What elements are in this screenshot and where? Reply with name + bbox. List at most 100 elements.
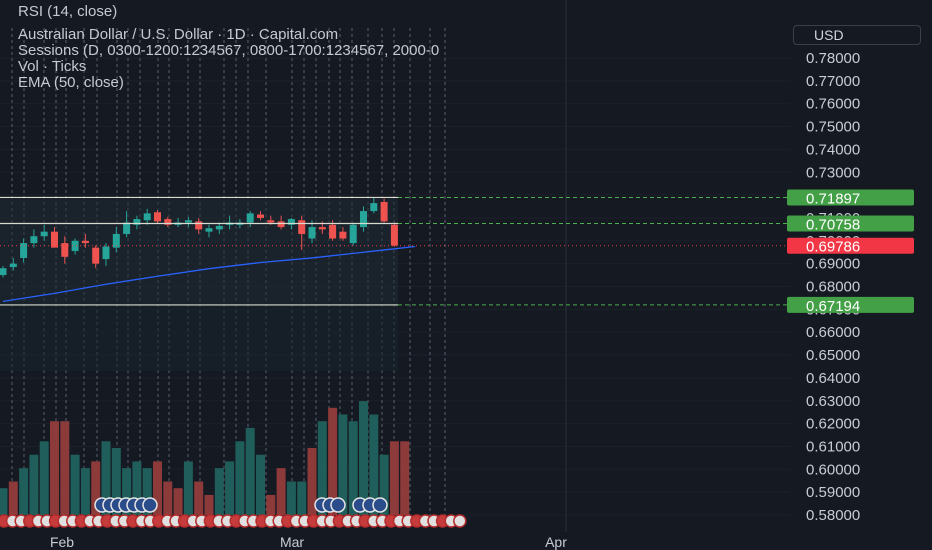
candle-body <box>349 224 357 244</box>
candle <box>370 197 378 214</box>
volume-bar <box>183 461 193 515</box>
candle <box>40 224 48 241</box>
y-tick-label: 0.63000 <box>806 393 860 410</box>
candle-body <box>267 220 275 223</box>
volume-bar <box>111 448 121 515</box>
volume-bar <box>297 481 307 515</box>
volume-bar <box>276 468 286 515</box>
flag-circle <box>142 497 158 513</box>
candle-body <box>360 211 367 228</box>
candle <box>164 216 172 228</box>
volume-bar <box>348 421 358 515</box>
candle <box>133 215 141 230</box>
price-tag-bg <box>787 215 914 232</box>
flag-circle <box>453 514 467 528</box>
y-tick-label: 0.58000 <box>806 507 860 524</box>
y-tick-label: 0.66000 <box>806 324 860 341</box>
candle <box>112 227 120 253</box>
candle <box>195 217 203 234</box>
y-tick-label: 0.64000 <box>806 370 860 387</box>
volume-indicator-label[interactable]: Vol · Ticks <box>18 58 87 75</box>
price-tag-bg <box>787 189 914 206</box>
candle-body <box>164 219 172 225</box>
rsi-indicator-label[interactable]: RSI (14, close) <box>18 3 118 20</box>
flag-circle <box>372 497 388 513</box>
price-tag-label: 0.69786 <box>806 239 860 256</box>
candle-body <box>102 246 110 260</box>
volume-bar <box>132 461 142 515</box>
volume-bar <box>70 454 80 515</box>
volume-bar <box>173 488 183 515</box>
volume-bar <box>235 441 245 515</box>
volume-bar <box>163 481 173 515</box>
volume-bar <box>153 461 162 515</box>
volume-bar <box>8 481 18 515</box>
volume-bar <box>317 421 327 515</box>
volume-bar <box>19 468 29 515</box>
candle-body <box>370 203 378 212</box>
candle <box>339 227 347 241</box>
candle <box>277 215 285 230</box>
candle <box>102 243 110 266</box>
y-tick-label: 0.78000 <box>806 50 860 67</box>
candle <box>246 211 254 228</box>
candle-body <box>0 268 7 276</box>
candle-body <box>390 224 398 246</box>
volume-bar <box>122 468 132 515</box>
flag-circle <box>330 497 346 513</box>
symbol-title[interactable]: Australian Dollar / U.S. Dollar · 1D · C… <box>18 26 339 43</box>
candle-body <box>20 243 28 258</box>
y-tick-label: 0.77000 <box>806 73 860 90</box>
candle <box>215 222 223 234</box>
candle-body <box>257 214 264 218</box>
candle <box>257 211 264 221</box>
volume-bars <box>0 401 410 515</box>
price-tag: 0.71897 <box>787 189 914 207</box>
sessions-indicator-label[interactable]: Sessions (D, 0300-1200:1234567, 0800-170… <box>18 42 440 59</box>
volume-bar <box>389 441 399 515</box>
x-tick-label: Mar <box>280 534 304 550</box>
volume-bar <box>379 454 389 515</box>
candle-body <box>339 231 347 239</box>
candle-body <box>123 222 131 234</box>
volume-bar <box>307 448 317 515</box>
price-tag-bg <box>787 296 914 313</box>
volume-bar <box>142 468 152 515</box>
candle-body <box>329 224 337 239</box>
volume-bar <box>400 441 410 515</box>
candle-body <box>61 243 69 257</box>
candle <box>61 236 69 264</box>
candle <box>123 211 131 238</box>
volume-bar <box>245 427 255 515</box>
x-tick-label: Feb <box>50 534 74 550</box>
candle <box>9 257 17 271</box>
y-tick-label: 0.62000 <box>806 416 860 433</box>
volume-bar <box>39 441 49 515</box>
candle-body <box>51 231 58 248</box>
volume-bar <box>214 468 224 515</box>
volume-bar <box>204 494 214 515</box>
price-tag-label: 0.67194 <box>806 298 860 315</box>
volume-bar <box>101 441 111 515</box>
volume-bar <box>60 421 70 515</box>
y-tick-label: 0.74000 <box>806 141 860 158</box>
ema-indicator-label[interactable]: EMA (50, close) <box>18 74 124 91</box>
candle-body <box>380 201 388 222</box>
candle <box>20 238 28 263</box>
candle-body <box>287 219 295 225</box>
candle-body <box>215 225 223 230</box>
candle <box>30 229 38 248</box>
candle-body <box>298 220 306 234</box>
candle <box>81 233 89 248</box>
price-tag-label: 0.71897 <box>806 190 860 207</box>
candle <box>390 222 398 247</box>
event-marker-icon <box>330 497 346 513</box>
event-marker-icon <box>372 497 388 513</box>
candle-body <box>92 247 100 264</box>
y-tick-label: 0.76000 <box>806 96 860 113</box>
volume-bar <box>359 401 368 515</box>
candle-body <box>154 212 161 222</box>
currency-selector[interactable]: USD <box>793 25 921 45</box>
y-tick-label: 0.68000 <box>806 279 860 296</box>
